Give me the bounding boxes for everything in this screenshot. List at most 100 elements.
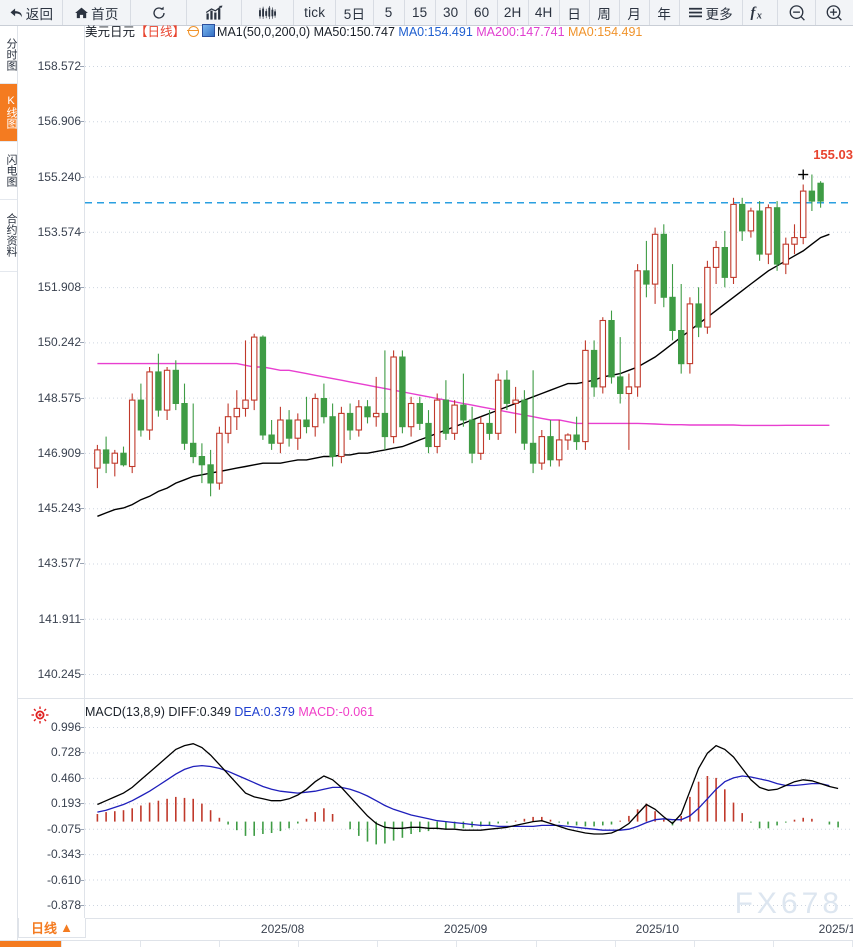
price-axis-tick: 158.572 <box>37 59 81 73</box>
macd-value: MACD:-0.061 <box>298 705 375 719</box>
price-axis-tick: 146.909 <box>37 445 81 460</box>
macd-axis-tickmark <box>80 803 84 805</box>
chart-bars-icon <box>205 5 224 21</box>
bottom-tab-cell[interactable] <box>774 941 853 947</box>
price-axis-tick: 141.911 <box>38 611 82 626</box>
bottom-tab-cell[interactable] <box>141 941 221 947</box>
bottom-tab-cell[interactable] <box>62 941 142 947</box>
period-15min-button-label: 15 <box>411 5 428 20</box>
macd-svg <box>85 727 853 906</box>
macd-plot-area[interactable] <box>85 699 853 919</box>
price-axis-tick: 155.240 <box>37 169 81 184</box>
candlestick-icon <box>258 5 277 21</box>
sidebar-item-kline-label: K线图 <box>5 95 17 129</box>
macd-dea-value: DEA:0.379 <box>234 705 295 719</box>
zoom-out-button[interactable] <box>778 0 816 25</box>
sidebar-item-timeshare[interactable]: 分时图 <box>0 26 17 84</box>
price-plot-area[interactable]: 155.039 <box>85 26 853 698</box>
macd-diff-value: DIFF:0.349 <box>168 705 231 719</box>
back-button[interactable]: 返回 <box>0 0 63 25</box>
bottom-tab-cell[interactable] <box>537 941 616 947</box>
period-2h-button-label: 2H <box>503 5 522 20</box>
macd-pane: MACD(13,8,9) DIFF:0.349 DEA:0.379 MACD:-… <box>18 698 853 919</box>
sidebar-item-contract-info-label: 合约资料 <box>5 213 17 257</box>
period-4h-button-label: 4H <box>534 5 553 20</box>
period-5day-button[interactable]: 5日 <box>336 0 374 25</box>
price-chart-pane: 美元日元【日线】 MA1(50,0,200,0) MA50:150.747 MA0… <box>18 24 853 698</box>
macd-axis-tickmark <box>80 879 84 881</box>
period-month-button-label: 月 <box>627 6 642 22</box>
period-month-button[interactable]: 月 <box>620 0 650 25</box>
sidebar-item-lightning-label: 闪电图 <box>5 153 17 187</box>
bottom-tab-cell[interactable] <box>695 941 774 947</box>
top-toolbar: 返回 首页 tick 5日 5 15 30 60 2H 4H 日周月年 更多 f <box>0 0 853 26</box>
period-year-button[interactable]: 年 <box>650 0 680 25</box>
bottom-tab-cell[interactable] <box>220 941 300 947</box>
zoom-out-icon <box>788 4 806 22</box>
bottom-tab-cell[interactable] <box>616 941 695 947</box>
period-60min-button-label: 60 <box>473 5 490 20</box>
zoom-in-button[interactable] <box>816 0 853 25</box>
refresh-button[interactable] <box>131 0 188 25</box>
brightness-sun-icon[interactable] <box>30 705 50 725</box>
formula-button[interactable]: f x <box>743 0 779 25</box>
period-5min-button-label: 5 <box>384 5 393 20</box>
bottom-tab-cell[interactable] <box>0 941 62 947</box>
x-axis-tick: 2025/08 <box>260 922 305 936</box>
sidebar-item-contract-info[interactable]: 合约资料 <box>0 200 17 272</box>
home-button[interactable]: 首页 <box>63 0 131 25</box>
period-60min-button[interactable]: 60 <box>467 0 498 25</box>
bottom-tab-cell[interactable] <box>299 941 379 947</box>
bottom-tab-strip[interactable] <box>0 940 853 947</box>
tick-button-label: tick <box>304 5 326 20</box>
price-axis-tickmark <box>80 397 84 399</box>
bottom-tab-cell[interactable] <box>378 941 458 947</box>
price-axis-tickmark <box>80 508 84 510</box>
price-axis-tickmark <box>80 618 84 620</box>
period-day-button[interactable]: 日 <box>560 0 590 25</box>
price-axis-tickmark <box>80 452 84 454</box>
settings-circle-icon[interactable] <box>187 26 200 37</box>
macd-axis-tickmark <box>80 727 84 728</box>
price-axis-tickmark <box>80 231 84 233</box>
macd-axis-tick: -0.610 <box>46 872 81 887</box>
price-axis-tickmark <box>80 563 84 565</box>
sidebar-item-kline[interactable]: K线图 <box>0 84 17 142</box>
period-15min-button[interactable]: 15 <box>405 0 436 25</box>
candlestick-button[interactable] <box>242 0 295 25</box>
ma0-value-orange: MA0:154.491 <box>568 25 643 39</box>
watermark: FX678 <box>734 887 843 920</box>
bottom-tab-cell[interactable] <box>457 941 537 947</box>
price-axis-tickmark <box>80 342 84 344</box>
macd-axis-tick: 0.728 <box>50 745 81 760</box>
period-5min-button[interactable]: 5 <box>374 0 405 25</box>
x-axis-tick: 2025/09 <box>443 922 488 936</box>
macd-params: MACD(13,8,9) <box>85 705 165 719</box>
more-button[interactable]: 更多 <box>680 0 743 25</box>
macd-y-axis: 0.996 0.728 0.460 0.193 -0.075 -0.343 -0.610 -0… <box>18 699 85 919</box>
indicator-chart-button[interactable] <box>187 0 243 25</box>
macd-axis-tickmark <box>80 854 84 856</box>
tick-button[interactable]: tick <box>294 0 337 25</box>
period-2h-button[interactable]: 2H <box>498 0 529 25</box>
period-selector-label: 日线 <box>31 921 58 936</box>
sidebar-item-timeshare-label: 分时图 <box>5 37 17 71</box>
indicator-thumb-icon[interactable] <box>202 24 216 37</box>
price-y-axis: 158.572 156.906 155.240 153.574 151.908 150.2… <box>18 26 85 698</box>
zoom-in-icon <box>825 4 843 22</box>
period-4h-button[interactable]: 4H <box>529 0 560 25</box>
period-week-button[interactable]: 周 <box>590 0 620 25</box>
svg-text:x: x <box>756 10 762 21</box>
period-selector-tab[interactable]: 日线 ▲ <box>18 918 86 938</box>
period-label: 【日线】 <box>135 25 186 39</box>
period-30min-button[interactable]: 30 <box>436 0 467 25</box>
macd-header: MACD(13,8,9) DIFF:0.349 DEA:0.379 MACD:-… <box>85 705 374 719</box>
sidebar-item-lightning[interactable]: 闪电图 <box>0 142 17 200</box>
macd-axis-tickmark <box>80 752 84 754</box>
home-icon <box>74 6 89 20</box>
period-5day-button-label: 5日 <box>343 6 366 22</box>
chevron-up-icon: ▲ <box>60 920 73 935</box>
status-bar: 日线 ▲ <box>0 918 853 940</box>
macd-axis-tick: -0.343 <box>46 847 81 862</box>
period-year-button-label: 年 <box>657 6 672 22</box>
